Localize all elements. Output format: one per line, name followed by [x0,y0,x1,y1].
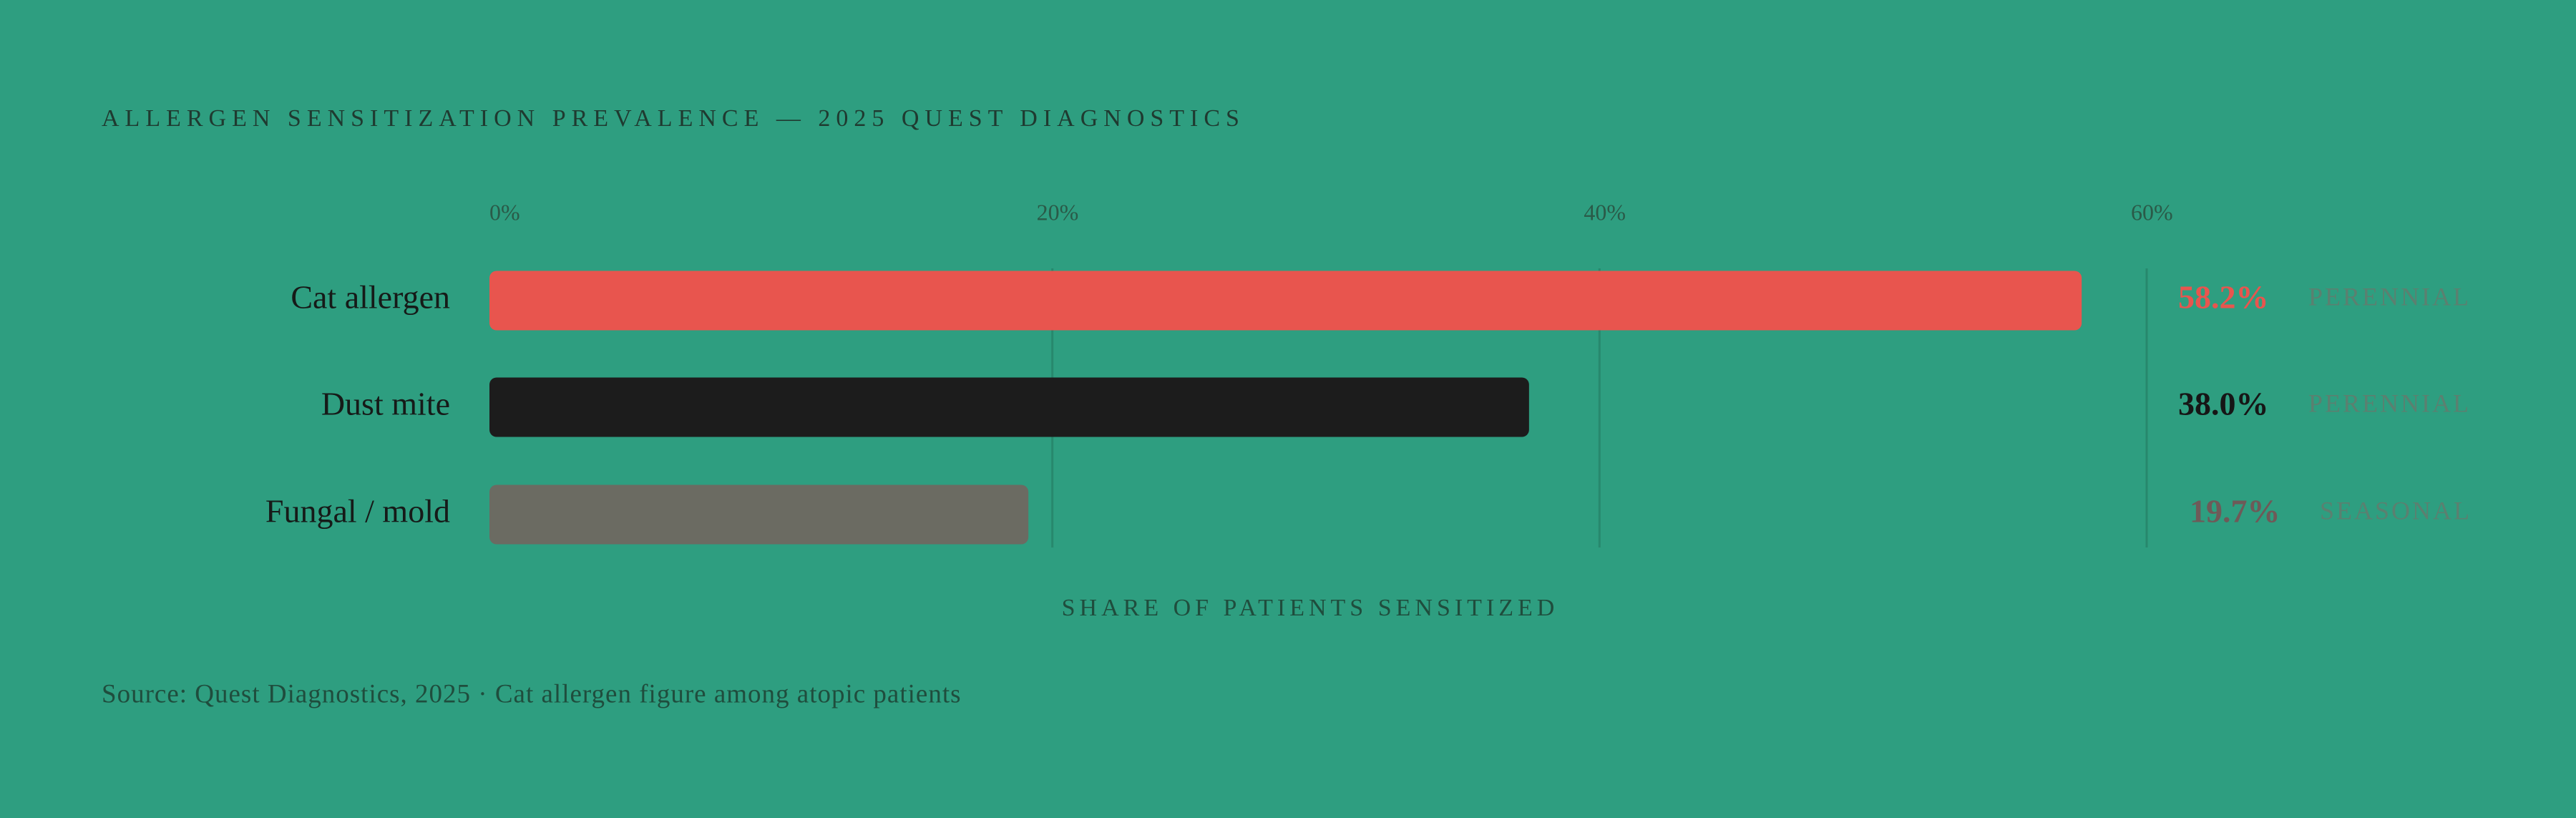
x-tick-label: 20% [1037,199,1079,225]
tag-label: PERENNIAL [2308,282,2471,311]
x-tick-label: 0% [489,199,520,225]
category-label: Fungal / mold [265,493,450,530]
x-tick-label: 60% [2131,199,2173,225]
x-tick-label: 40% [1584,199,1626,225]
chart-title: ALLERGEN SENSITIZATION PREVALENCE — 2025… [102,105,1245,132]
tag-label: SEASONAL [2320,496,2472,525]
value-label: 38.0% [2178,386,2269,422]
bar [489,485,1029,545]
bar [489,377,1529,437]
category-label: Cat allergen [291,279,450,316]
source-note: Source: Quest Diagnostics, 2025 · Cat al… [102,679,962,709]
tag-label: PERENNIAL [2308,389,2471,417]
value-label: 58.2% [2178,279,2269,316]
x-axis-label: SHARE OF PATIENTS SENSITIZED [1062,595,1559,621]
value-label: 19.7% [2190,493,2280,530]
category-label: Dust mite [321,386,450,422]
bar [489,271,2082,331]
